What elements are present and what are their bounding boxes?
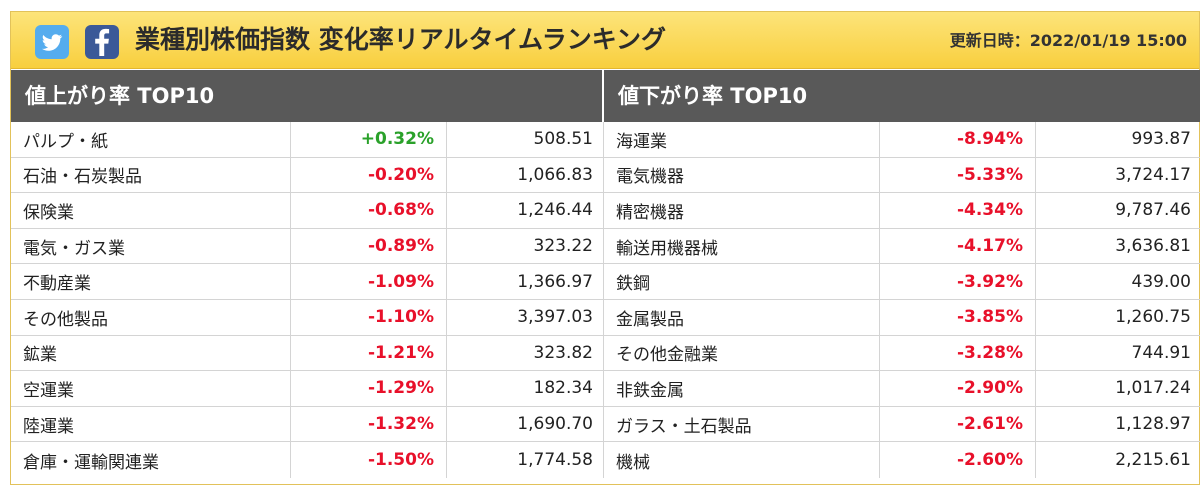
gainers-table: パルプ・紙 +0.32% 508.51 石油・石炭製品 -0.20% 1,066.83 保険… [11,122,604,478]
change-percent: -3.92% [879,264,1035,299]
index-value: 1,128.97 [1035,406,1200,442]
index-value: 1,366.97 [446,264,604,299]
change-percent: -2.60% [879,442,1035,478]
index-value: 1,066.83 [446,157,604,193]
change-percent: -2.61% [879,406,1035,442]
sector-name: 輸送用機器械 [616,238,718,259]
table-row: 非鉄金属 -2.90% 1,017.24 [604,371,1200,407]
sector-name: その他製品 [23,309,108,330]
table-row: 電気・ガス業 -0.89% 323.22 [11,228,604,265]
page-title: 業種別株価指数 変化率リアルタイムランキング [135,25,666,54]
twitter-icon[interactable] [35,25,69,59]
change-percent: -1.10% [290,299,446,335]
sector-name: 海運業 [616,131,667,152]
index-value: 3,397.03 [446,299,604,335]
index-value: 182.34 [446,371,604,406]
table-row: 金属製品 -3.85% 1,260.75 [604,299,1200,336]
index-value: 3,724.17 [1035,157,1200,193]
index-value: 439.00 [1035,264,1200,299]
index-value: 993.87 [1035,122,1200,157]
index-value: 9,787.46 [1035,193,1200,228]
sector-name: 不動産業 [23,274,91,295]
change-percent: -4.17% [879,228,1035,264]
table-row: その他金融業 -3.28% 744.91 [604,335,1200,372]
sector-name: 保険業 [23,202,74,223]
index-value: 1,690.70 [446,406,604,442]
sector-name: 陸運業 [23,416,74,437]
table-row: 不動産業 -1.09% 1,366.97 [11,264,604,300]
change-percent: -1.21% [290,335,446,371]
sector-name: 鉱業 [23,345,57,366]
losers-panel: 値下がり率 TOP10 海運業 -8.94% 993.87 電気機器 -5.33% 3,7… [604,70,1200,486]
change-percent: -8.94% [879,122,1035,157]
table-row: 輸送用機器械 -4.17% 3,636.81 [604,228,1200,265]
table-row: 石油・石炭製品 -0.20% 1,066.83 [11,157,604,194]
sector-name: 空運業 [23,380,74,401]
change-percent: -1.50% [290,442,446,478]
index-value: 323.82 [446,335,604,371]
change-percent: -5.33% [879,157,1035,193]
index-value: 744.91 [1035,335,1200,371]
index-value: 508.51 [446,122,604,157]
change-percent: -2.90% [879,371,1035,406]
sector-name: 電気機器 [616,167,684,188]
sector-name: 電気・ガス業 [23,238,125,259]
index-value: 1,246.44 [446,193,604,228]
index-value: 323.22 [446,228,604,264]
table-row: 機械 -2.60% 2,215.61 [604,442,1200,478]
losers-heading: 値下がり率 TOP10 [604,70,1200,122]
facebook-icon[interactable] [85,25,119,59]
updated-timestamp: 更新日時：2022/01/19 15:00 [949,31,1187,50]
sector-name: 精密機器 [616,202,684,223]
header-bar: 業種別株価指数 変化率リアルタイムランキング 更新日時：2022/01/19 1… [11,12,1199,69]
sector-name: パルプ・紙 [23,131,108,152]
losers-table: 海運業 -8.94% 993.87 電気機器 -5.33% 3,724.17 精密機器 -4.… [604,122,1200,478]
index-value: 1,774.58 [446,442,604,478]
gainers-heading: 値上がり率 TOP10 [11,70,604,122]
sector-name: 倉庫・運輸関連業 [23,452,159,473]
table-row: 海運業 -8.94% 993.87 [604,122,1200,158]
table-row: 陸運業 -1.32% 1,690.70 [11,406,604,443]
table-row: 保険業 -0.68% 1,246.44 [11,193,604,229]
table-row: ガラス・土石製品 -2.61% 1,128.97 [604,406,1200,443]
table-row: 鉱業 -1.21% 323.82 [11,335,604,372]
change-percent: -1.09% [290,264,446,299]
sector-name: 金属製品 [616,309,684,330]
index-value: 1,017.24 [1035,371,1200,406]
change-percent: -3.28% [879,335,1035,371]
change-percent: -1.32% [290,406,446,442]
sector-name: 鉄鋼 [616,274,650,295]
index-value: 2,215.61 [1035,442,1200,478]
table-row: 倉庫・運輸関連業 -1.50% 1,774.58 [11,442,604,478]
table-row: パルプ・紙 +0.32% 508.51 [11,122,604,158]
gainers-panel: 値上がり率 TOP10 パルプ・紙 +0.32% 508.51 石油・石炭製品 -0.2… [11,70,604,486]
table-row: 電気機器 -5.33% 3,724.17 [604,157,1200,194]
index-value: 1,260.75 [1035,299,1200,335]
index-value: 3,636.81 [1035,228,1200,264]
sector-name: 機械 [616,452,650,473]
change-percent: -1.29% [290,371,446,406]
change-percent: -0.68% [290,193,446,228]
change-percent: -3.85% [879,299,1035,335]
table-row: 鉄鋼 -3.92% 439.00 [604,264,1200,300]
sector-name: ガラス・土石製品 [616,416,752,437]
sector-name: その他金融業 [616,345,718,366]
change-percent: -4.34% [879,193,1035,228]
sector-name: 石油・石炭製品 [23,167,142,188]
table-row: 精密機器 -4.34% 9,787.46 [604,193,1200,229]
table-row: 空運業 -1.29% 182.34 [11,371,604,407]
change-percent: -0.89% [290,228,446,264]
sector-name: 非鉄金属 [616,380,684,401]
change-percent: +0.32% [290,122,446,157]
ranking-widget: 業種別株価指数 変化率リアルタイムランキング 更新日時：2022/01/19 1… [10,11,1200,485]
table-row: その他製品 -1.10% 3,397.03 [11,299,604,336]
change-percent: -0.20% [290,157,446,193]
